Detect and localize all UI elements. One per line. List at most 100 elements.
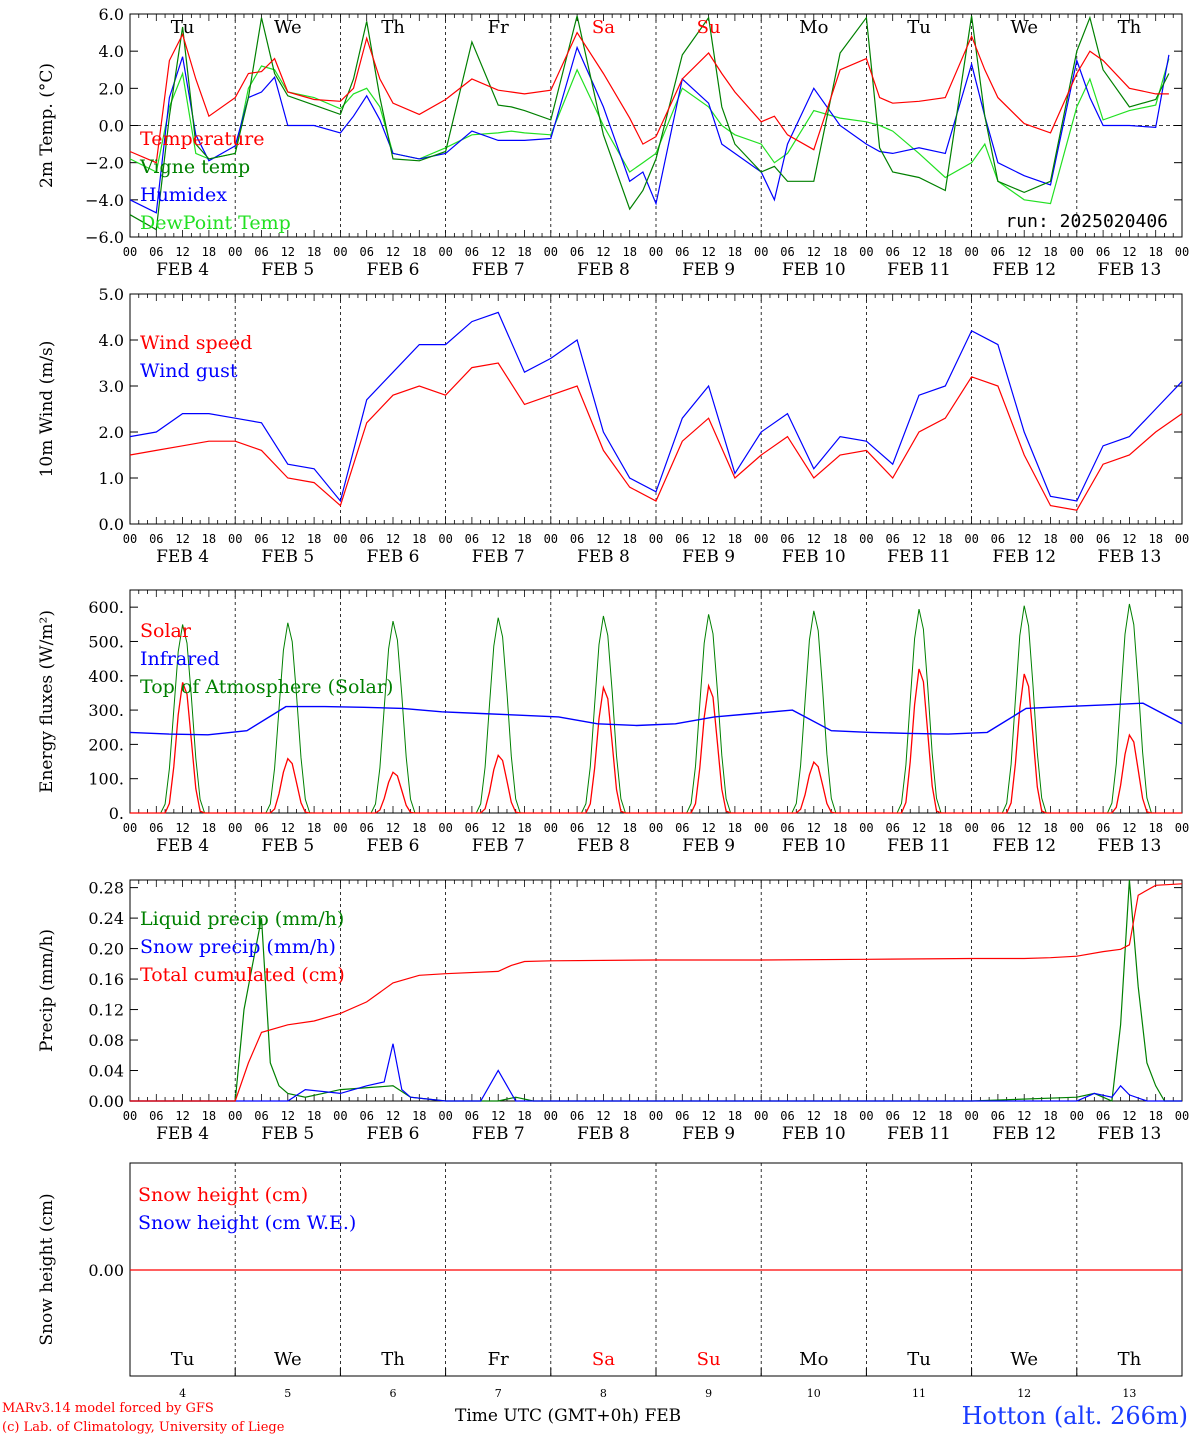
hour-tick-label: 18	[202, 821, 216, 835]
hour-tick-label: 00	[333, 532, 347, 546]
hour-tick-label: 06	[991, 1109, 1005, 1123]
hour-tick-label: 06	[675, 1109, 689, 1123]
hour-tick-label: 00	[754, 245, 768, 259]
hour-tick-label: 06	[359, 1109, 373, 1123]
hour-tick-label: 18	[728, 821, 742, 835]
hour-tick-label: 12	[281, 245, 295, 259]
y-tick-label: −6.0	[85, 228, 124, 247]
date-label: FEB 12	[992, 836, 1056, 856]
day-number-label: 5	[284, 1387, 291, 1400]
hour-tick-label: 06	[465, 245, 479, 259]
date-label: FEB 12	[992, 260, 1056, 280]
date-label: FEB 7	[472, 1124, 525, 1144]
hour-tick-label: 12	[386, 1109, 400, 1123]
hour-tick-label: 00	[438, 1109, 452, 1123]
hour-tick-label: 06	[885, 245, 899, 259]
date-label: FEB 11	[887, 836, 951, 856]
y-tick-label: 2.0	[99, 423, 124, 442]
legend-entry: Infrared	[140, 648, 220, 670]
hour-tick-label: 12	[1017, 1109, 1031, 1123]
weekday-label: We	[1010, 1349, 1038, 1370]
legend-entry: Solar	[140, 620, 192, 642]
hour-tick-label: 06	[254, 1109, 268, 1123]
date-label: FEB 9	[682, 547, 735, 567]
hour-tick-label: 12	[912, 1109, 926, 1123]
hour-tick-label: 18	[833, 821, 847, 835]
hour-tick-label: 18	[1043, 1109, 1057, 1123]
station-name: Hotton (alt. 266m)	[961, 1402, 1188, 1430]
legend-entry: Humidex	[140, 184, 227, 206]
hour-tick-label: 06	[885, 821, 899, 835]
day-number-label: 12	[1017, 1387, 1031, 1400]
hour-tick-label: 18	[833, 1109, 847, 1123]
hour-tick-label: 18	[517, 821, 531, 835]
hour-tick-label: 18	[1043, 821, 1057, 835]
hour-tick-label: 18	[833, 532, 847, 546]
date-label: FEB 13	[1098, 836, 1162, 856]
x-axis-label: Time UTC (GMT+0h)	[455, 1406, 640, 1426]
hour-tick-label: 00	[649, 1109, 663, 1123]
date-label: FEB 5	[261, 260, 314, 280]
run-annotation: run: 2025020406	[1005, 211, 1168, 232]
y-tick-label: 2.0	[99, 79, 124, 98]
hour-tick-label: 06	[780, 1109, 794, 1123]
hour-tick-label: 06	[359, 245, 373, 259]
weekday-label: Tu	[171, 17, 195, 38]
y-tick-label: 200.	[88, 735, 124, 754]
hour-tick-label: 18	[1148, 532, 1162, 546]
hour-tick-label: 00	[964, 245, 978, 259]
date-label: FEB 5	[261, 547, 314, 567]
series-wind-gust	[129, 311, 1183, 503]
hour-tick-label: 00	[754, 1109, 768, 1123]
y-tick-label: 0.00	[88, 1092, 124, 1111]
hour-tick-label: 12	[701, 821, 715, 835]
y-tick-label: 0.20	[88, 940, 124, 959]
legend-entry: Top of Atmosphere (Solar)	[140, 676, 393, 698]
hour-tick-label: 06	[675, 245, 689, 259]
hour-tick-label: 12	[596, 1109, 610, 1123]
date-label: FEB 4	[156, 836, 209, 856]
weekday-label: We	[274, 1349, 302, 1370]
hour-tick-label: 12	[912, 821, 926, 835]
hour-tick-label: 06	[570, 245, 584, 259]
date-label: FEB 12	[992, 1124, 1056, 1144]
hour-tick-label: 00	[964, 821, 978, 835]
y-tick-label: 0.0	[99, 117, 124, 136]
hour-tick-label: 00	[333, 1109, 347, 1123]
series-wind-speed	[129, 362, 1183, 511]
weekday-label: Th	[1118, 17, 1142, 38]
weekday-label: Su	[697, 17, 721, 38]
series-total-cumulated-cm-	[130, 883, 1183, 1102]
hour-tick-label: 12	[1122, 245, 1136, 259]
date-label: FEB 11	[887, 260, 951, 280]
hour-tick-label: 00	[228, 1109, 242, 1123]
hour-tick-label: 06	[780, 821, 794, 835]
hour-tick-label: 12	[596, 532, 610, 546]
hour-tick-label: 12	[491, 1109, 505, 1123]
date-label: FEB 6	[367, 260, 420, 280]
hour-tick-label: 12	[1017, 821, 1031, 835]
y-tick-label: 300.	[88, 701, 124, 720]
hour-tick-label: 06	[570, 532, 584, 546]
series-dewpoint-temp	[129, 58, 1170, 205]
weekday-label: Th	[381, 17, 405, 38]
hour-tick-label: 00	[649, 821, 663, 835]
hour-tick-label: 18	[202, 245, 216, 259]
hour-tick-label: 18	[622, 821, 636, 835]
y-tick-label: 0.24	[88, 909, 124, 928]
hour-tick-label: 12	[175, 821, 189, 835]
date-label: FEB 4	[156, 260, 209, 280]
hour-tick-label: 06	[149, 1109, 163, 1123]
hour-tick-label: 06	[1096, 532, 1110, 546]
legend-entry: Liquid precip (mm/h)	[140, 908, 344, 930]
hour-tick-label: 00	[1175, 532, 1189, 546]
hour-tick-label: 06	[359, 532, 373, 546]
hour-tick-label: 00	[123, 1109, 137, 1123]
y-tick-label: 400.	[88, 667, 124, 686]
hour-tick-label: 12	[386, 821, 400, 835]
day-number-label: 6	[390, 1387, 397, 1400]
hour-tick-label: 00	[123, 821, 137, 835]
hour-tick-label: 06	[570, 821, 584, 835]
hour-tick-label: 06	[780, 245, 794, 259]
hour-tick-label: 00	[1070, 1109, 1084, 1123]
